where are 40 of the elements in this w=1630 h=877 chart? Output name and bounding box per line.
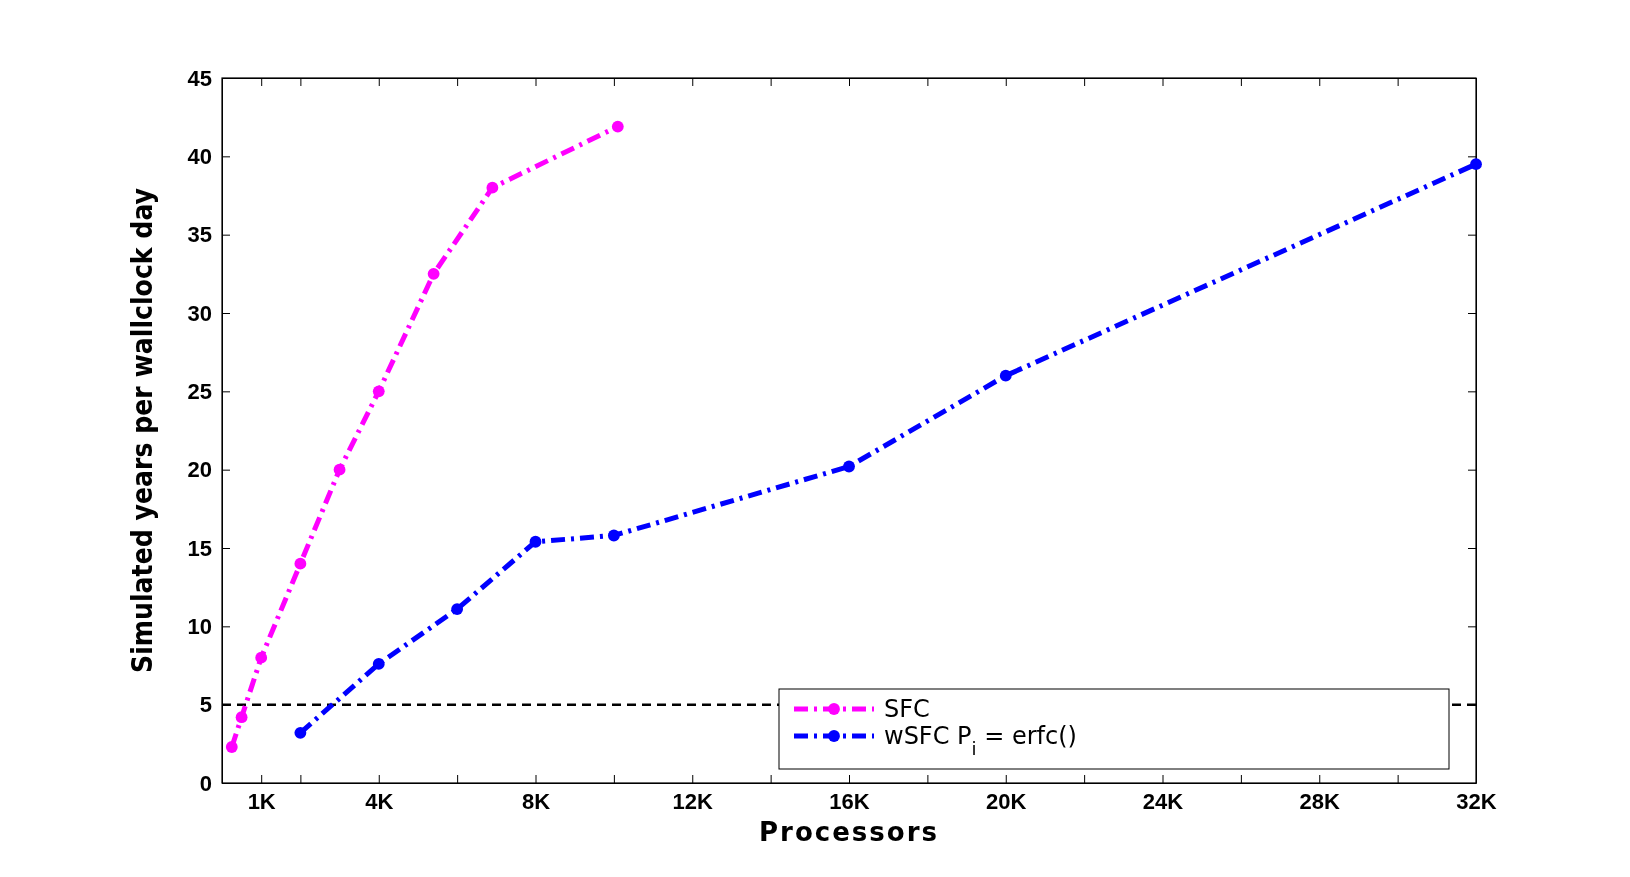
- x-tick-label: 8K: [521, 788, 551, 814]
- y-tick-label: 15: [187, 535, 212, 561]
- point: [235, 711, 248, 724]
- point: [843, 460, 855, 473]
- point: [333, 463, 346, 476]
- point: [225, 741, 238, 753]
- point: [294, 726, 307, 739]
- y-tick-label: 30: [187, 300, 212, 326]
- x-tick-label: 32K: [1456, 788, 1497, 814]
- point: [529, 535, 542, 548]
- point: [451, 603, 464, 616]
- y-tick-label: 45: [187, 65, 212, 91]
- y-tick-label: 5: [199, 692, 212, 718]
- y-tick-label: 40: [187, 143, 212, 169]
- point: [372, 385, 385, 398]
- y-tick-label: 10: [187, 613, 212, 639]
- point: [294, 557, 307, 570]
- y-tick-label: 0: [199, 770, 212, 796]
- legend-label: wSFC P$_{i}$ = erfc(): [884, 722, 1077, 759]
- x-tick-label: 4K: [365, 788, 394, 814]
- point: [486, 181, 499, 194]
- y-axis-title: Simulated years per wallclock day: [126, 188, 159, 673]
- point: [607, 529, 620, 542]
- legend-label: SFC: [884, 695, 930, 723]
- point: [427, 267, 440, 280]
- x-tick-label: 12K: [672, 788, 714, 814]
- x-tick-label: 20K: [986, 788, 1027, 814]
- point: [255, 651, 268, 664]
- y-tick-label: 25: [187, 378, 212, 404]
- y-tick-label: 20: [187, 457, 212, 483]
- x-axis-title: Processors: [759, 817, 939, 847]
- x-tick-label: 16K: [829, 788, 870, 814]
- point: [999, 369, 1012, 382]
- y-tick-label: 35: [187, 222, 212, 248]
- x-tick-label: 1K: [247, 788, 276, 814]
- point: [611, 120, 624, 133]
- x-tick-label: 28K: [1299, 788, 1341, 814]
- point: [372, 658, 385, 670]
- x-tick-label: 24K: [1142, 788, 1184, 814]
- point: [1470, 158, 1482, 171]
